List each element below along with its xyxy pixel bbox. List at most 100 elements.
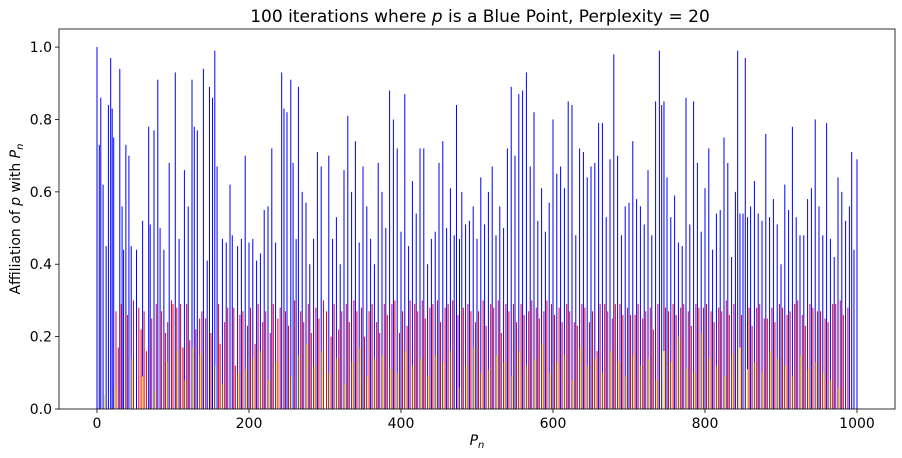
bar-s1-112 bbox=[550, 304, 552, 409]
x-axis-label: Pn bbox=[470, 433, 485, 451]
bar-s2-46 bbox=[503, 361, 505, 409]
bar-s0-97 bbox=[449, 188, 451, 409]
bar-s1-79 bbox=[421, 300, 423, 409]
bar-s0-174 bbox=[734, 191, 736, 409]
bar-s0-104 bbox=[472, 206, 474, 409]
bar-s2-62 bbox=[625, 376, 627, 409]
bar-s1-78 bbox=[417, 311, 419, 409]
bar-s2-73 bbox=[709, 358, 711, 409]
bar-s1-54 bbox=[326, 311, 328, 409]
bar-s1-60 bbox=[348, 322, 350, 409]
bar-s1-68 bbox=[379, 333, 381, 409]
x-axis: 0 200 400 600 800 1000 bbox=[93, 409, 875, 432]
bar-s1-115 bbox=[561, 322, 563, 409]
bar-s0-55 bbox=[290, 79, 292, 410]
bar-s1-167 bbox=[771, 307, 773, 409]
bar-s0-53 bbox=[283, 108, 285, 410]
bar-s1-97 bbox=[493, 307, 495, 409]
bar-s0-56 bbox=[292, 162, 294, 409]
bar-s0-172 bbox=[727, 162, 729, 409]
bar-s1-187 bbox=[847, 307, 849, 409]
bar-s1-169 bbox=[778, 304, 780, 409]
bar-s1-176 bbox=[804, 325, 806, 409]
bar-s1-172 bbox=[789, 311, 791, 409]
bar-s0-134 bbox=[586, 177, 588, 409]
bar-s2-43 bbox=[481, 372, 483, 409]
bar-s1-129 bbox=[614, 304, 616, 409]
bar-s1-46 bbox=[294, 300, 296, 409]
bar-s1-180 bbox=[820, 311, 822, 409]
bar-s1-126 bbox=[604, 304, 606, 409]
bar-s0-101 bbox=[461, 191, 463, 409]
bar-s1-108 bbox=[535, 307, 537, 409]
bar-s1-178 bbox=[812, 307, 814, 409]
bar-s0-77 bbox=[373, 264, 375, 409]
bar-s0-69 bbox=[343, 170, 345, 409]
bar-s1-130 bbox=[619, 304, 621, 409]
bar-s1-70 bbox=[386, 314, 388, 409]
bar-s2-36 bbox=[427, 376, 429, 409]
bar-s0-126 bbox=[556, 173, 558, 409]
bar-s1-158 bbox=[728, 314, 730, 409]
bar-s1-134 bbox=[634, 314, 636, 409]
bar-s0-84 bbox=[400, 231, 402, 409]
bar-s2-63 bbox=[633, 354, 635, 409]
bar-s0-163 bbox=[693, 101, 695, 409]
bar-s0-138 bbox=[601, 123, 603, 409]
bar-s1-148 bbox=[690, 325, 692, 409]
bar-s2-16 bbox=[268, 380, 270, 409]
bar-s1-98 bbox=[497, 300, 499, 409]
bar-s1-141 bbox=[664, 307, 666, 409]
bar-s0-40 bbox=[231, 235, 233, 409]
bar-s2-53 bbox=[557, 361, 559, 409]
bar-s0-28 bbox=[191, 79, 193, 410]
bar-s0-131 bbox=[575, 235, 577, 409]
bar-s1-166 bbox=[766, 318, 768, 409]
y-tick-label: 1.0 bbox=[30, 40, 52, 56]
bar-s0-110 bbox=[495, 235, 497, 409]
bar-s0-17 bbox=[148, 126, 150, 410]
bar-s1-128 bbox=[611, 318, 613, 409]
bar-s1-182 bbox=[827, 322, 829, 409]
bar-s1-39 bbox=[265, 311, 267, 409]
bar-s0-81 bbox=[389, 90, 391, 410]
bar-s0-136 bbox=[594, 162, 596, 409]
bar-s0-103 bbox=[468, 220, 470, 409]
bar-s2-32 bbox=[397, 372, 399, 409]
bar-s2-59 bbox=[602, 372, 604, 409]
bar-s0-78 bbox=[377, 162, 379, 409]
bar-s1-123 bbox=[592, 311, 594, 409]
bar-s1-185 bbox=[839, 300, 841, 409]
bar-s2-70 bbox=[686, 369, 688, 409]
bar-s2-88 bbox=[823, 372, 825, 409]
bar-s1-104 bbox=[520, 304, 522, 409]
bar-s1-34 bbox=[246, 325, 248, 409]
bar-s1-69 bbox=[383, 304, 385, 409]
bar-s1-48 bbox=[303, 322, 305, 409]
bar-s0-63 bbox=[316, 152, 318, 410]
bar-s2-57 bbox=[587, 365, 589, 409]
bar-s0-143 bbox=[620, 235, 622, 409]
bar-s0-48 bbox=[263, 209, 265, 409]
bar-s1-118 bbox=[573, 322, 575, 409]
bar-s1-140 bbox=[657, 304, 659, 409]
bar-s0-75 bbox=[366, 206, 368, 409]
bar-s1-91 bbox=[470, 311, 472, 409]
bar-s0-151 bbox=[651, 235, 653, 409]
bar-s1-25 bbox=[210, 333, 212, 409]
bar-s0-57 bbox=[295, 238, 297, 409]
bar-s1-31 bbox=[234, 365, 236, 409]
bar-s2-33 bbox=[405, 351, 407, 409]
bar-s0-181 bbox=[753, 181, 755, 409]
bar-s0-178 bbox=[744, 57, 746, 409]
bar-s1-27 bbox=[219, 343, 221, 409]
bar-s0-192 bbox=[795, 217, 797, 409]
bar-s1-117 bbox=[569, 311, 571, 409]
bar-s0-15 bbox=[136, 249, 138, 409]
bar-s1-35 bbox=[250, 307, 252, 409]
bar-s1-20 bbox=[189, 340, 191, 409]
bar-s1-100 bbox=[505, 304, 507, 409]
bar-s1-49 bbox=[307, 304, 309, 409]
bar-s2-39 bbox=[450, 351, 452, 409]
bar-s1-17 bbox=[180, 304, 182, 409]
